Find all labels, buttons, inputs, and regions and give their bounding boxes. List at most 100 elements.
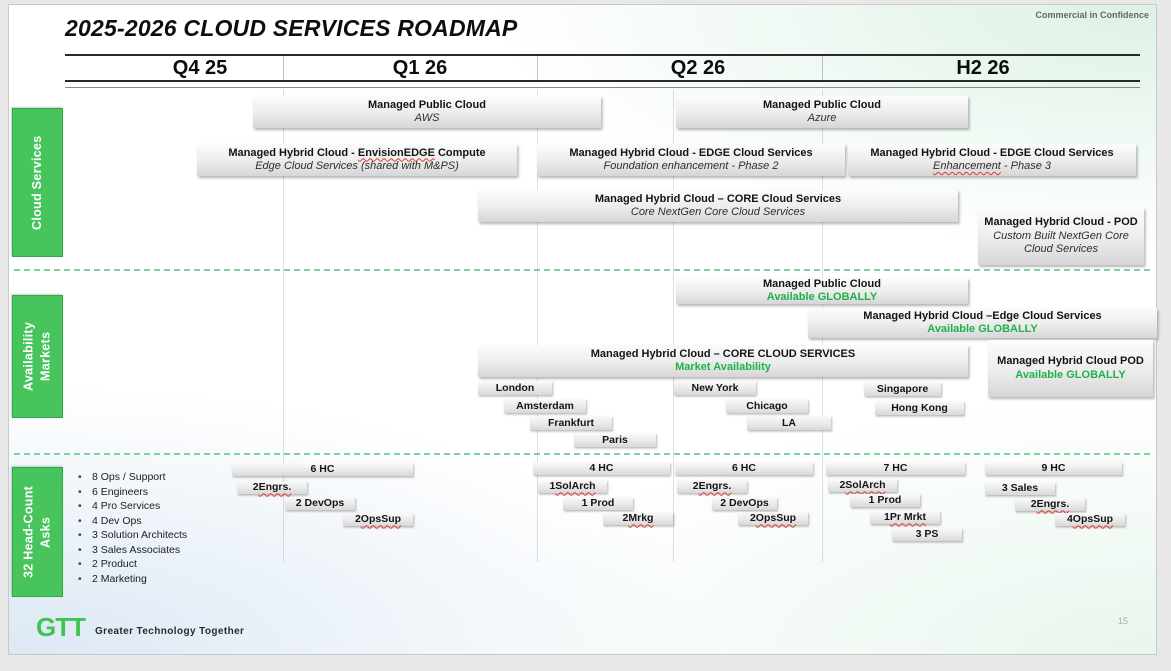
bar-title: Managed Hybrid Cloud - EnvisionEDGE Comp… xyxy=(228,147,485,160)
azure-bar: Managed Public Cloud Azure xyxy=(676,96,968,128)
bar-subtitle: Market Availability xyxy=(675,361,771,374)
headcount-ask-label: 4 Pro Services xyxy=(92,500,161,512)
text-segment: 6 HC xyxy=(310,463,335,476)
timeline-bottom-rule xyxy=(65,87,1140,88)
availability-edge-bar: Managed Hybrid Cloud –Edge Cloud Service… xyxy=(808,308,1157,338)
text-segment: 1 Prod xyxy=(868,494,902,507)
page-number: 15 xyxy=(1118,616,1129,626)
bullet-icon: • xyxy=(78,471,82,483)
bar-subtitle: Available GLOBALLY xyxy=(1015,369,1125,382)
text-segment: Managed Hybrid Cloud – CORE CLOUD SERVIC… xyxy=(590,347,856,360)
headcount-ask-item: • 2 Marketing xyxy=(78,572,238,587)
bar-subtitle: Azure xyxy=(808,112,837,125)
text-segment: Foundation enhancement - Phase 2 xyxy=(603,160,779,172)
headcount-ask-label: 2 Marketing xyxy=(92,572,147,585)
headcount-chip: 2 Mrkg xyxy=(603,512,673,525)
classification-label: Commercial in Confidence xyxy=(1035,10,1149,20)
availability-public-cloud-bar: Managed Public Cloud Available GLOBALLY xyxy=(676,278,968,304)
city-chip-paris: Paris xyxy=(574,433,656,447)
text-segment: Managed Hybrid Cloud - POD xyxy=(984,216,1138,229)
city-chip-hong-kong: Hong Kong xyxy=(875,401,964,415)
headcount-ask-label: 2 Product xyxy=(92,558,137,570)
spellcheck-flagged-text: SolArch xyxy=(845,479,886,492)
bullet-icon: • xyxy=(78,514,82,527)
text-segment: 2 xyxy=(839,479,846,492)
column-header-q2-26: Q2 26 xyxy=(670,57,726,79)
bar-title: Managed Public Cloud xyxy=(368,99,486,112)
bar-title: Managed Hybrid Cloud - EDGE Cloud Servic… xyxy=(870,147,1113,160)
headcount-ask-item: • 3 Sales Associates xyxy=(78,543,238,558)
text-segment: Managed Hybrid Cloud – CORE Cloud Servic… xyxy=(594,192,842,205)
bar-title: Managed Hybrid Cloud – CORE CLOUD SERVIC… xyxy=(591,348,855,361)
headcount-ask-item: • 6 Engineers xyxy=(78,485,238,500)
headcount-ask-label: 4 Dev Ops xyxy=(92,514,142,527)
gtt-logo: GTT xyxy=(36,612,86,642)
headcount-ask-label: 8 Ops / Support xyxy=(92,471,166,483)
column-header-q1-26: Q1 26 xyxy=(392,57,448,79)
core-cloud-services-bar: Managed Hybrid Cloud – CORE Cloud Servic… xyxy=(478,190,958,222)
headcount-chip: 4 HC xyxy=(533,462,670,475)
spellcheck-flagged-text: Mrkg xyxy=(628,512,654,525)
headcount-chip: 1 SolArch xyxy=(538,480,607,493)
bar-title: Managed Hybrid Cloud – CORE Cloud Servic… xyxy=(595,193,841,206)
spellcheck-flagged-text: Enhancement xyxy=(932,160,1001,172)
text-segment: 2 xyxy=(1030,498,1037,511)
headcount-chip: 4 OpsSup xyxy=(1055,513,1125,526)
text-segment: 2 DevOps xyxy=(295,497,345,510)
text-segment: Available GLOBALLY xyxy=(1015,368,1126,381)
spellcheck-flagged-text: OpsSup xyxy=(1072,513,1114,526)
availability-core-bar: Managed Hybrid Cloud – CORE CLOUD SERVIC… xyxy=(478,345,968,377)
city-chip-new-york: New York xyxy=(674,381,756,395)
section-availability-markets: Availability Markets xyxy=(12,295,63,418)
text-segment: Managed Hybrid Cloud POD xyxy=(997,355,1144,368)
page-title: 2025-2026 CLOUD SERVICES ROADMAP xyxy=(65,15,518,41)
text-segment: 3 PS xyxy=(915,528,939,541)
headcount-ask-item: • 3 Solution Architects xyxy=(78,528,238,543)
spellcheck-flagged-text: SolArch xyxy=(555,480,596,493)
header-divider xyxy=(283,56,284,80)
column-header-h2-26: H2 26 xyxy=(956,57,1010,79)
spellcheck-flagged-text: Engrs. xyxy=(258,481,292,494)
spellcheck-flagged-text: Engrs. xyxy=(1036,498,1070,511)
bar-title: Managed Public Cloud xyxy=(763,278,881,291)
text-segment: 2 xyxy=(692,480,699,493)
text-segment: 2 xyxy=(252,481,259,494)
bar-subtitle: Enhancement - Phase 3 xyxy=(933,160,1051,173)
bullet-icon: • xyxy=(78,558,82,570)
headcount-chip: 3 Sales xyxy=(985,482,1055,495)
bar-subtitle: Edge Cloud Services (shared with M&PS) xyxy=(255,160,459,173)
text-segment: Core NextGen Core Cloud Services xyxy=(630,206,806,218)
spellcheck-flagged-text: OpsSup xyxy=(755,512,797,525)
headcount-chip: 2 DevOps xyxy=(285,497,355,510)
bar-subtitle: AWS xyxy=(415,112,440,125)
text-segment: 4 HC xyxy=(589,462,614,475)
headcount-chip: 2 Engrs. xyxy=(677,480,747,493)
headcount-chip: 2 OpsSup xyxy=(738,512,808,525)
body-gridline xyxy=(537,90,538,562)
headcount-chip: 6 HC xyxy=(232,463,413,476)
text-segment: Managed Public Cloud xyxy=(763,277,881,290)
footer-tagline: Greater Technology Together xyxy=(95,626,245,637)
city-chip-london: London xyxy=(478,381,552,395)
text-segment: 2 xyxy=(354,513,361,526)
city-chip-singapore: Singapore xyxy=(864,382,941,396)
bullet-icon: • xyxy=(78,485,82,498)
city-chip-amsterdam: Amsterdam xyxy=(504,399,586,413)
headcount-ask-item: • 4 Dev Ops xyxy=(78,514,238,529)
aws-bar: Managed Public Cloud AWS xyxy=(253,96,601,128)
bar-subtitle: Custom Built NextGen Core Cloud Services xyxy=(982,230,1140,257)
city-chip-frankfurt: Frankfurt xyxy=(530,416,612,430)
text-segment: 9 HC xyxy=(1041,462,1066,475)
headcount-ask-label: 6 Engineers xyxy=(92,485,149,498)
headcount-chip: 2 Engrs. xyxy=(237,481,307,494)
headcount-ask-item: • 2 Product xyxy=(78,557,238,572)
text-segment: 6 HC xyxy=(732,462,756,475)
text-segment: Azure xyxy=(807,112,837,124)
bar-title: Managed Hybrid Cloud POD xyxy=(997,355,1144,368)
text-segment: 4 xyxy=(1066,513,1073,526)
headcount-chip: 2 OpsSup xyxy=(343,513,413,526)
text-segment: Available GLOBALLY xyxy=(927,323,1038,335)
availability-pod-bar: Managed Hybrid Cloud POD Available GLOBAL… xyxy=(988,340,1153,397)
bar-subtitle: Available GLOBALLY xyxy=(767,291,877,304)
